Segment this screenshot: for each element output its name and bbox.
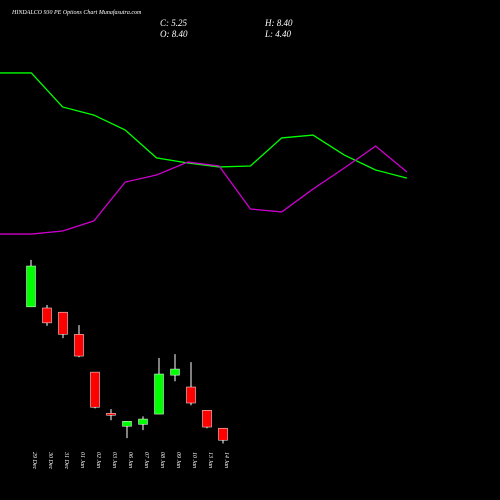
candle-body bbox=[202, 410, 212, 428]
high-label: H: 8.40 bbox=[264, 18, 293, 28]
candle-body bbox=[186, 386, 196, 404]
candle-body bbox=[138, 418, 148, 425]
x-tick-label: 13 Jan bbox=[207, 452, 213, 468]
x-tick-label: 30 Dec bbox=[47, 451, 53, 469]
x-tick-label: 14 Jan bbox=[223, 452, 230, 468]
chart-title: HINDALCO 930 PE Options Chart Munafasutr… bbox=[11, 9, 142, 16]
indicator-line bbox=[0, 72, 408, 179]
x-tick-label: 02 Jan bbox=[95, 452, 101, 468]
x-tick-label: 09 Jan bbox=[175, 452, 181, 468]
candle-body bbox=[90, 371, 100, 408]
x-tick-label: 31 Dec bbox=[63, 451, 69, 469]
candle-body bbox=[42, 307, 52, 324]
candle-body bbox=[218, 427, 228, 441]
x-tick-label: 10 Jan bbox=[191, 452, 197, 468]
x-tick-label: 03 Jan bbox=[111, 452, 117, 468]
candle-body bbox=[122, 421, 132, 427]
candle-body bbox=[170, 368, 180, 376]
candle-body bbox=[154, 373, 164, 415]
candle-body bbox=[74, 334, 84, 357]
candle-body bbox=[106, 413, 116, 416]
close-label: C: 5.25 bbox=[160, 18, 188, 28]
x-tick-label: 01 Jan bbox=[79, 452, 85, 468]
low-label: L: 4.40 bbox=[264, 29, 292, 39]
x-tick-label: 29 Dec bbox=[31, 452, 37, 469]
candle-body bbox=[58, 311, 68, 335]
open-label: O: 8.40 bbox=[160, 29, 188, 39]
candle-body bbox=[26, 265, 36, 308]
indicator-line bbox=[0, 145, 408, 235]
x-tick-label: 07 Jan bbox=[143, 452, 149, 468]
x-tick-label: 06 Jan bbox=[127, 452, 133, 468]
x-tick-label: 08 Jan bbox=[159, 452, 165, 468]
